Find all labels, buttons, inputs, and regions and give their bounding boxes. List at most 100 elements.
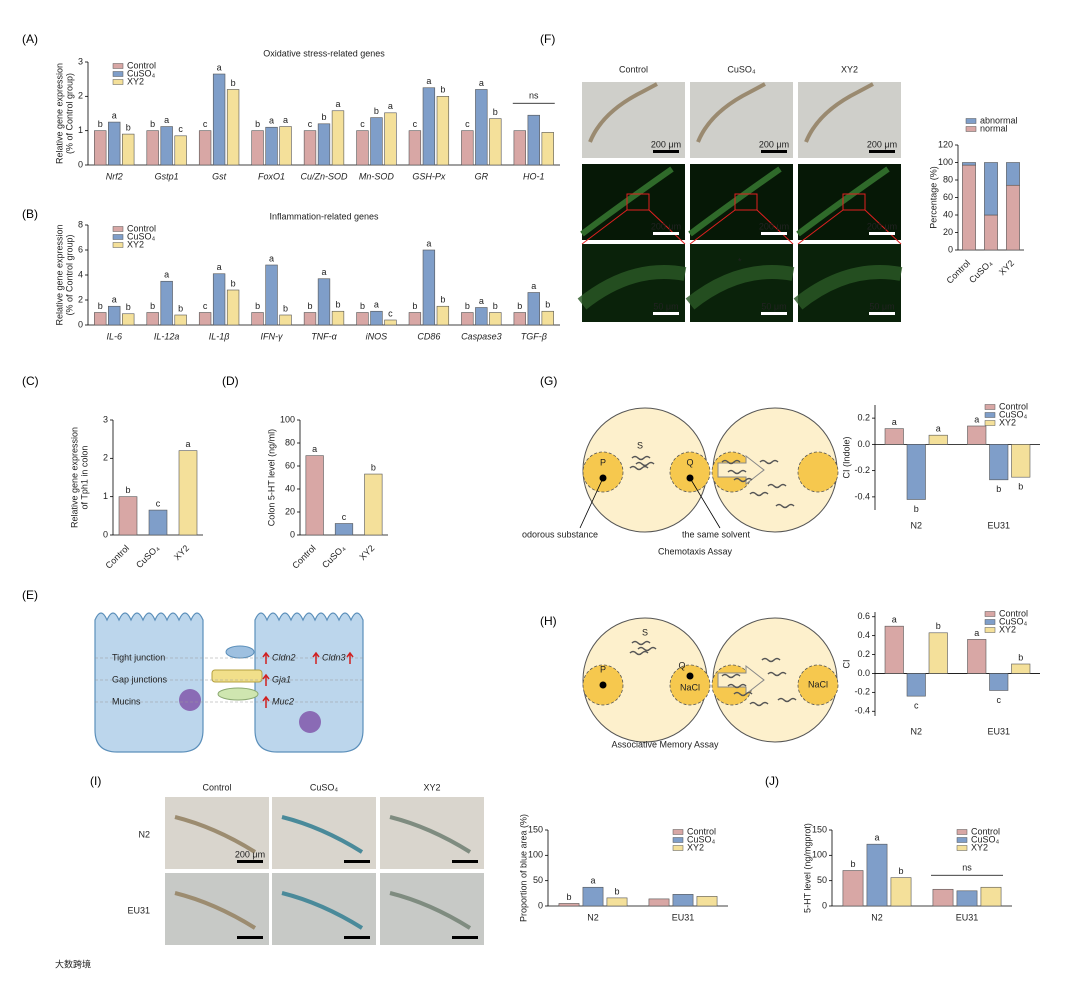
x-tick-label: GSH-Px xyxy=(412,171,446,181)
bar xyxy=(146,312,159,326)
bar xyxy=(582,886,604,907)
y-tick-label: 0.4 xyxy=(857,630,870,640)
y-tick-label: 40 xyxy=(943,209,953,219)
x-tick-label: CuSO₄ xyxy=(320,543,347,570)
significance-letter: c xyxy=(360,119,365,129)
bar xyxy=(989,444,1009,481)
significance-letter: b xyxy=(150,119,155,129)
y-axis-label: Relative gene expression xyxy=(69,427,79,528)
bar xyxy=(174,314,187,326)
y-tick-label: 0 xyxy=(822,900,827,910)
bar xyxy=(696,896,718,907)
layer-label: Gap junctions xyxy=(112,674,168,684)
significance-letter: a xyxy=(312,444,317,454)
bar-segment xyxy=(1006,162,1020,186)
legend-label: XY2 xyxy=(127,239,144,249)
x-tick-label: Cu/Zn-SOD xyxy=(300,171,348,181)
spot-label: NaCl xyxy=(808,679,828,689)
worm-icon xyxy=(767,671,787,677)
y-tick-label: 60 xyxy=(285,460,295,470)
significance-letter: a xyxy=(892,417,897,427)
legend-swatch xyxy=(984,619,996,625)
bar xyxy=(513,130,526,166)
note: the same solvent xyxy=(682,529,751,539)
y-tick-label: 0 xyxy=(78,159,83,169)
zoom-line xyxy=(797,209,844,245)
zoom-box xyxy=(626,193,650,211)
bar xyxy=(606,897,628,907)
significance-letter: b xyxy=(936,621,941,631)
worm-icon xyxy=(631,640,651,646)
significance-letter: a xyxy=(426,238,431,248)
bar xyxy=(303,130,317,166)
x-tick-label: XY2 xyxy=(172,543,191,562)
y-tick-label: 100 xyxy=(812,850,827,860)
scale-bar xyxy=(344,936,370,939)
bar xyxy=(226,89,240,166)
significance-letter: a xyxy=(321,267,326,277)
bar xyxy=(174,135,187,166)
significance-letter: b xyxy=(898,866,903,876)
scale-bar-label: 200 μm xyxy=(651,221,681,231)
worm-glow xyxy=(577,265,687,310)
mucin xyxy=(179,689,201,711)
y-tick-label: 100 xyxy=(528,850,543,860)
layer-label: Tight junction xyxy=(112,652,165,662)
y-axis-label: CI (Indole) xyxy=(841,436,851,478)
dot xyxy=(686,672,694,680)
bar xyxy=(884,625,904,674)
x-tick-label: IL-1β xyxy=(209,331,230,341)
bar xyxy=(178,450,198,536)
y-axis-label: of Tph1 in colon xyxy=(79,446,89,510)
spot-label: S xyxy=(642,627,648,637)
bar xyxy=(122,313,135,326)
bar xyxy=(94,130,107,166)
zoom-line xyxy=(689,209,736,245)
legend-label: CuSO₄ xyxy=(999,409,1028,419)
y-axis-label: Relative gene expression xyxy=(54,63,64,164)
mucin xyxy=(299,711,321,733)
legend-swatch xyxy=(672,829,684,835)
bar xyxy=(932,888,954,907)
agar-spot xyxy=(582,451,624,493)
worm-icon xyxy=(761,657,781,663)
bar xyxy=(890,877,912,907)
note: odorous substance xyxy=(522,529,598,539)
significance-letter: c xyxy=(413,119,418,129)
significance-letter: a xyxy=(892,615,897,625)
panel-label: (G) xyxy=(540,374,557,388)
worm xyxy=(281,815,364,854)
significance-letter: a xyxy=(479,78,484,88)
significance-letter: a xyxy=(374,300,379,310)
legend-swatch xyxy=(984,412,996,418)
worm xyxy=(804,82,874,143)
y-tick-label: 0 xyxy=(103,529,108,539)
spot-label: S xyxy=(637,440,643,450)
significance-letter: c xyxy=(914,701,919,711)
chart-title: Inflammation-related genes xyxy=(269,211,379,221)
legend-swatch xyxy=(112,242,124,248)
legend-swatch xyxy=(112,234,124,240)
scale-bar xyxy=(869,312,895,315)
x-tick-label: TGF-β xyxy=(521,331,547,341)
scale-bar xyxy=(653,150,679,153)
y-tick-label: -0.4 xyxy=(854,706,870,716)
y-tick-label: 20 xyxy=(943,227,953,237)
layer-label: Mucins xyxy=(112,696,141,706)
panel-label: (J) xyxy=(765,774,779,788)
y-tick-label: 150 xyxy=(528,824,543,834)
y-tick-label: 2 xyxy=(78,91,83,101)
panel-label: (E) xyxy=(22,588,38,602)
caption: Associative Memory Assay xyxy=(611,739,719,749)
bar xyxy=(198,312,212,326)
bar xyxy=(989,673,1009,691)
legend-swatch xyxy=(112,71,124,77)
worm-glow xyxy=(580,166,674,237)
worm-icon xyxy=(749,491,769,497)
tight-junction xyxy=(225,645,255,659)
worm-glow xyxy=(796,166,890,237)
worm-glow xyxy=(688,166,782,237)
y-tick-label: -0.2 xyxy=(854,687,870,697)
y-tick-label: 4 xyxy=(78,269,83,279)
pointer xyxy=(579,477,604,529)
